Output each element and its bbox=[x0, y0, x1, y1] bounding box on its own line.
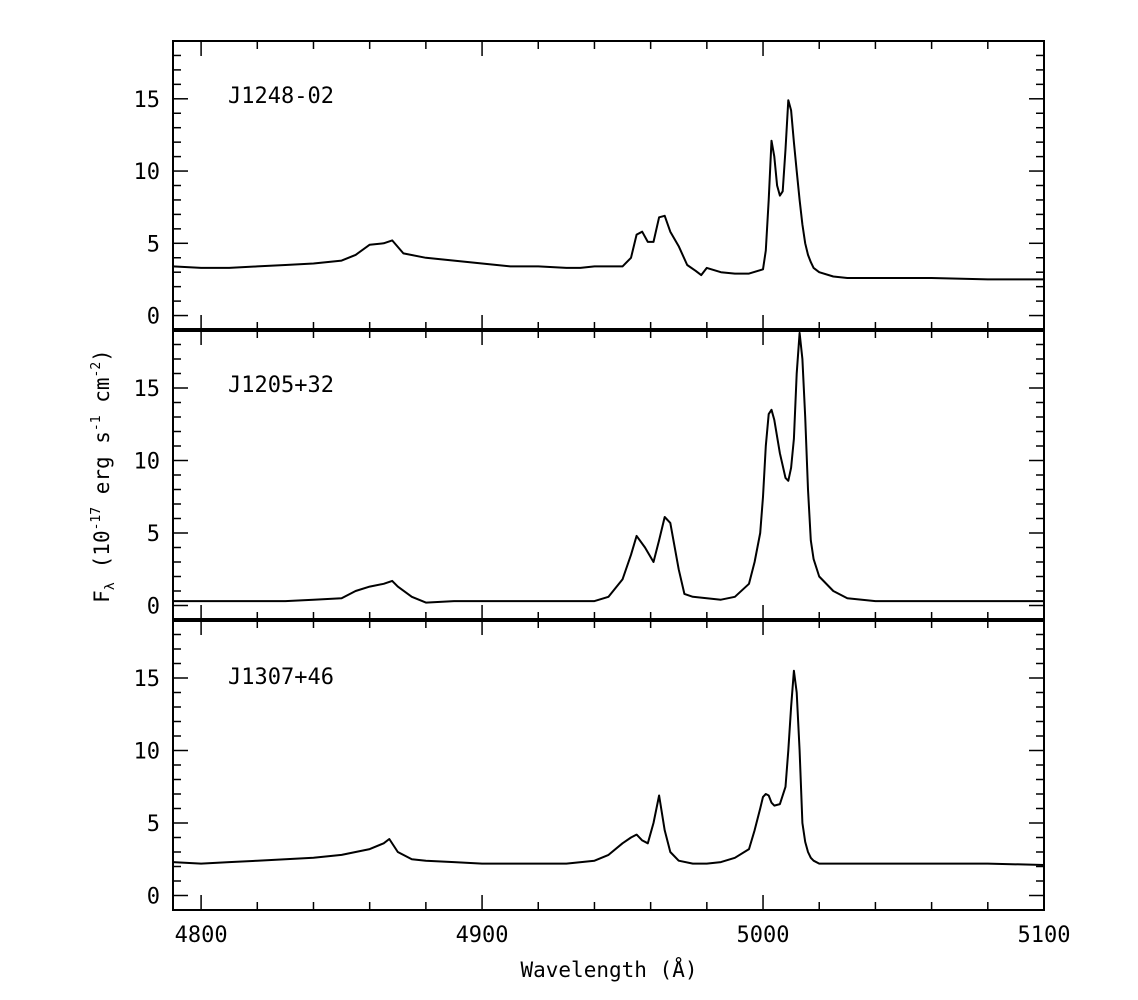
x-axis-title: Wavelength (Å) bbox=[520, 956, 697, 982]
panel-1-ticks bbox=[173, 40, 1045, 331]
y-tick-label: 0 bbox=[147, 305, 160, 330]
y-tick-label: 10 bbox=[134, 160, 161, 185]
y-tick-label: 10 bbox=[134, 740, 161, 765]
panel-2-ticks bbox=[173, 329, 1045, 621]
panel-2-spectrum-line bbox=[173, 331, 1044, 604]
y-tick-label: 10 bbox=[134, 450, 161, 475]
panel-2-y-tick-labels: 0 5 10 15 bbox=[134, 377, 161, 620]
y-axis-title: Fλ(10-17 erg s-1 cm-2) bbox=[89, 349, 118, 603]
y-tick-label: 0 bbox=[147, 595, 160, 620]
y-tick-label: 15 bbox=[134, 667, 161, 692]
panel-1-object-label: J1248-02 bbox=[228, 84, 334, 109]
panel-3: 0 5 10 15 J1307+46 bbox=[134, 619, 1045, 911]
y-tick-label: 5 bbox=[147, 812, 160, 837]
y-tick-label: 5 bbox=[147, 232, 160, 257]
panel-3-frame bbox=[172, 619, 1045, 911]
x-tick-label: 4800 bbox=[175, 923, 228, 948]
y-tick-label: 15 bbox=[134, 88, 161, 113]
panel-2: 0 5 10 15 J1205+32 bbox=[134, 329, 1045, 621]
y-tick-label: 15 bbox=[134, 377, 161, 402]
panel-3-ticks bbox=[173, 619, 1045, 911]
y-tick-label: 5 bbox=[147, 522, 160, 547]
panel-1-spectrum-line bbox=[172, 99, 1044, 281]
panel-3-object-label: J1307+46 bbox=[228, 665, 334, 690]
x-tick-label: 5100 bbox=[1018, 923, 1071, 948]
panel-1: 0 5 10 15 J1248-02 bbox=[134, 40, 1045, 331]
panel-2-object-label: J1205+32 bbox=[228, 373, 334, 398]
panel-3-spectrum-line bbox=[172, 669, 1045, 866]
panel-3-y-tick-labels: 0 5 10 15 bbox=[134, 667, 161, 910]
x-tick-label: 4900 bbox=[456, 923, 509, 948]
x-tick-label: 5000 bbox=[737, 923, 790, 948]
x-tick-labels: 4800 4900 5000 5100 bbox=[175, 923, 1071, 948]
y-tick-label: 0 bbox=[147, 885, 160, 910]
panel-1-y-tick-labels: 0 5 10 15 bbox=[134, 88, 161, 330]
